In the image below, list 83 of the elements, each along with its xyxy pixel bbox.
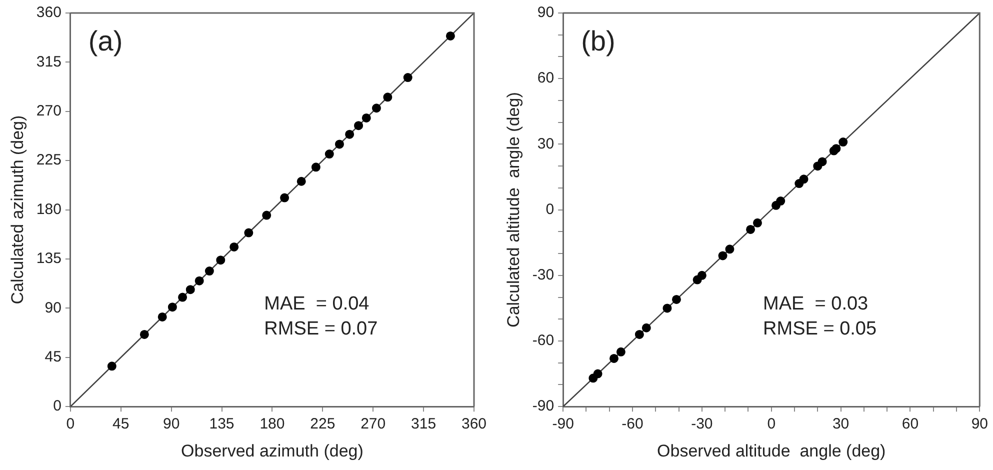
y-tick-label: 0 <box>546 200 554 218</box>
annotation: (a) <box>88 26 123 57</box>
y-tick-label: 180 <box>36 200 62 218</box>
point <box>334 140 344 149</box>
y-tick-label: 315 <box>36 53 62 70</box>
x-axis-title: Observed azimuth (deg) <box>181 441 364 460</box>
point <box>642 323 651 332</box>
y-axis-title: Calculated altitude angle (deg) <box>504 92 523 328</box>
point <box>593 369 602 378</box>
annotation: (b) <box>581 26 616 57</box>
x-tick-label: 90 <box>971 416 988 433</box>
point <box>725 244 734 254</box>
point <box>616 347 626 356</box>
annotation: RMSE = 0.05 <box>763 318 877 340</box>
y-tick-label: -30 <box>532 266 554 284</box>
x-tick-label: 225 <box>310 416 336 433</box>
point <box>186 285 195 294</box>
point <box>746 224 756 234</box>
point <box>345 130 354 139</box>
point <box>140 330 149 339</box>
point <box>818 157 827 166</box>
x-axis-title: Observed altitude angle (deg) <box>657 441 886 460</box>
x-tick-label: 0 <box>767 416 776 433</box>
point <box>158 312 167 322</box>
point <box>383 92 392 102</box>
x-tick-label: -30 <box>691 416 713 433</box>
point <box>403 73 412 82</box>
point <box>832 144 841 154</box>
y-tick-label: -60 <box>532 332 554 350</box>
x-tick-label: 90 <box>162 416 180 433</box>
point <box>280 193 290 202</box>
point <box>244 228 254 238</box>
point <box>672 294 681 304</box>
x-tick-label: -60 <box>622 416 644 433</box>
point <box>776 196 786 206</box>
y-tick-label: 30 <box>537 135 554 152</box>
point <box>262 210 272 220</box>
point <box>838 138 848 147</box>
point <box>697 270 706 280</box>
point <box>354 121 364 130</box>
y-tick-label: 90 <box>44 299 62 316</box>
point <box>362 113 371 122</box>
x-tick-label: 315 <box>411 416 436 433</box>
y-tick-label: 270 <box>36 102 62 120</box>
x-tick-label: 360 <box>461 416 487 433</box>
x-tick-label: 0 <box>66 416 75 433</box>
point <box>752 218 762 228</box>
x-tick-label: 270 <box>360 416 386 433</box>
point <box>372 104 381 113</box>
point <box>662 304 672 313</box>
point <box>204 266 214 276</box>
point <box>230 242 239 252</box>
y-tick-label: -90 <box>532 398 554 415</box>
y-axis-title: Calculated azimuth (deg) <box>8 115 27 304</box>
point <box>609 354 618 363</box>
y-tick-label: 135 <box>36 250 62 268</box>
y-tick-label: 45 <box>44 348 62 366</box>
point <box>446 31 455 40</box>
x-tick-label: 180 <box>260 416 285 433</box>
point <box>194 276 204 286</box>
x-tick-label: 45 <box>112 416 130 433</box>
point <box>107 362 116 371</box>
y-tick-label: 90 <box>537 4 554 22</box>
point <box>799 174 808 184</box>
point <box>296 176 306 186</box>
y-tick-label: 0 <box>53 398 62 415</box>
y-tick-label: 60 <box>537 70 554 87</box>
point <box>311 162 320 172</box>
point <box>718 251 728 260</box>
point <box>324 150 334 159</box>
point <box>168 302 177 312</box>
annotation: MAE = 0.03 <box>763 294 868 314</box>
annotation: MAE = 0.04 <box>264 294 370 314</box>
x-tick-label: 30 <box>832 416 850 433</box>
point <box>216 256 226 265</box>
point <box>634 330 644 339</box>
annotation: RMSE = 0.07 <box>264 318 378 340</box>
y-tick-label: 360 <box>36 4 62 22</box>
point <box>178 292 188 302</box>
y-tick-label: 225 <box>36 152 62 169</box>
x-tick-label: -90 <box>552 416 574 433</box>
x-tick-label: 60 <box>902 416 919 433</box>
x-tick-label: 135 <box>209 416 234 433</box>
